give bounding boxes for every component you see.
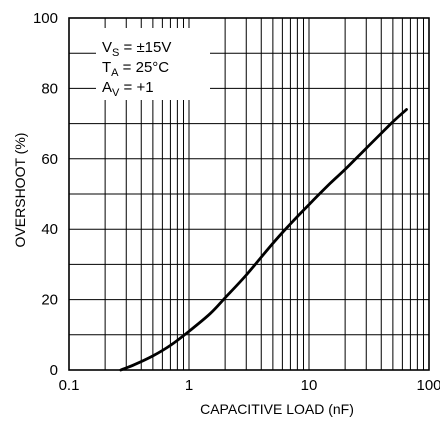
y-tick-label: 0	[50, 362, 58, 379]
x-tick-label: 1	[185, 377, 193, 394]
x-tick-label: 10	[301, 377, 318, 394]
y-tick-label: 40	[41, 221, 58, 238]
annotation-line: VS = ±15V	[102, 39, 171, 59]
series-layer	[119, 108, 408, 372]
x-tick-label: 0.1	[59, 377, 80, 394]
y-tick-label: 60	[41, 151, 58, 168]
plot-frame	[68, 17, 430, 371]
y-tick-label: 80	[41, 80, 58, 97]
plot-border	[68, 17, 430, 371]
overshoot-curve	[119, 108, 408, 372]
annotation-background	[96, 28, 210, 100]
annotation-line: TA = 25°C	[102, 59, 169, 79]
x-axis-title: CAPACITIVE LOAD (nF)	[200, 401, 354, 417]
y-tick-label: 100	[33, 10, 58, 27]
annotation-line: AV = +1	[102, 79, 154, 99]
x-tick-label: 100	[416, 377, 440, 394]
y-tick-label: 20	[41, 292, 58, 309]
y-axis-title: OVERSHOOT (%)	[12, 133, 28, 248]
tick-labels: 0.1 1 10 100 0 20 40 60 80 100	[33, 10, 440, 394]
